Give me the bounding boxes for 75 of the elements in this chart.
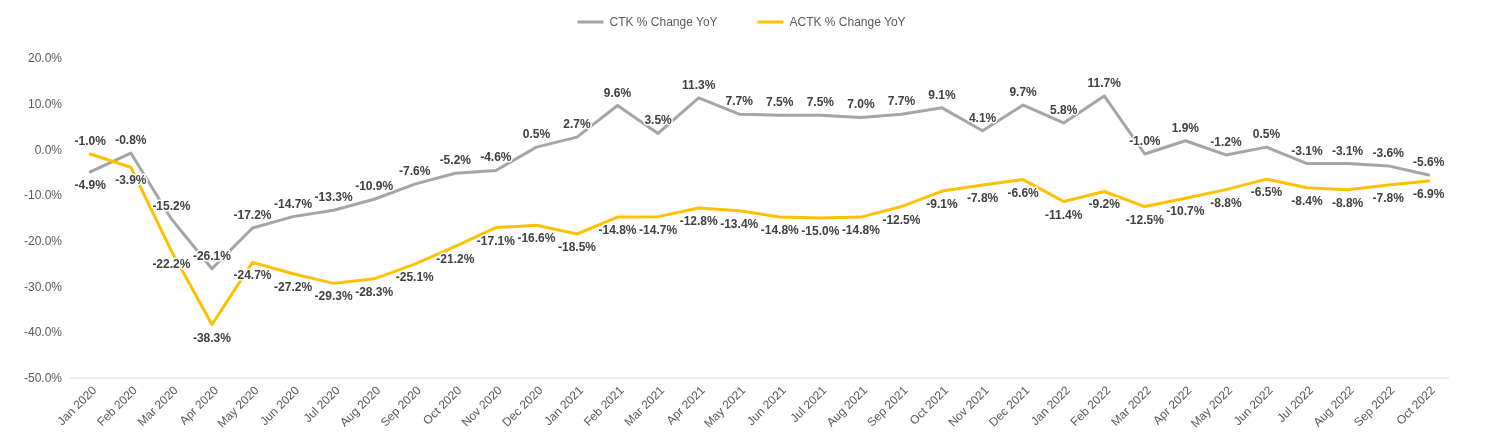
data-label: -3.1%: [1331, 143, 1364, 158]
y-tick-label: -10.0%: [23, 188, 63, 203]
data-label: -17.2%: [233, 208, 272, 223]
data-label: -28.3%: [355, 284, 394, 299]
y-tick-label: 0.0%: [34, 142, 63, 157]
data-label: -3.6%: [1372, 145, 1405, 160]
data-label: -12.5%: [882, 212, 921, 227]
data-label: 11.3%: [681, 77, 716, 92]
data-label: -12.8%: [679, 213, 718, 228]
data-label: -14.7%: [274, 196, 313, 211]
data-label: -13.3%: [314, 190, 353, 205]
data-label: 9.1%: [928, 87, 957, 102]
data-label: -6.5%: [1250, 185, 1283, 200]
data-label: -18.5%: [557, 240, 597, 254]
data-label: -9.2%: [1088, 197, 1121, 212]
data-label: -1.2%: [1210, 134, 1242, 149]
data-label: 4.1%: [968, 110, 997, 125]
data-label: -14.8%: [598, 223, 637, 238]
data-label: -10.7%: [1166, 204, 1205, 219]
data-label: -14.8%: [841, 223, 881, 238]
data-label: -15.0%: [801, 224, 840, 238]
data-label: 11.7%: [1087, 75, 1122, 90]
data-label: 7.5%: [766, 95, 794, 110]
data-label: -1.0%: [74, 134, 107, 148]
data-label: -8.8%: [1210, 195, 1242, 210]
data-label: -12.5%: [1125, 212, 1165, 227]
data-label: 0.5%: [522, 127, 551, 142]
data-label: 7.0%: [847, 97, 875, 112]
data-label: -14.7%: [639, 222, 678, 237]
data-label: -8.4%: [1291, 193, 1324, 208]
data-label: -7.8%: [1372, 191, 1405, 206]
data-label: -13.4%: [720, 216, 759, 231]
data-label: -4.9%: [74, 177, 107, 192]
data-label: 5.8%: [1050, 102, 1078, 117]
data-label: -4.6%: [480, 150, 512, 165]
data-label: -6.9%: [1413, 186, 1445, 201]
legend-label: ACTK % Change YoY: [789, 15, 906, 30]
data-label: -8.8%: [1331, 195, 1364, 210]
data-label: -10.9%: [355, 179, 394, 194]
data-label: -26.1%: [192, 248, 232, 263]
data-label: 7.7%: [887, 94, 916, 109]
data-label: -17.1%: [476, 233, 516, 248]
data-label: 1.9%: [1171, 120, 1200, 135]
data-label: -7.8%: [966, 191, 999, 206]
data-label: 7.5%: [806, 95, 835, 110]
y-tick-label: -40.0%: [23, 325, 63, 340]
data-label: -16.6%: [517, 231, 556, 246]
data-label: -5.2%: [439, 153, 472, 168]
data-label: -0.8%: [115, 133, 147, 148]
y-tick-label: -50.0%: [23, 371, 63, 386]
y-tick-label: 10.0%: [27, 96, 63, 111]
legend-label: CTK % Change YoY: [609, 15, 718, 30]
data-label: -21.2%: [436, 252, 475, 267]
data-label: -5.6%: [1413, 155, 1445, 170]
data-label: 3.5%: [644, 113, 673, 128]
data-label: -27.2%: [274, 279, 313, 294]
data-label: 9.7%: [1009, 85, 1038, 100]
data-label: -15.2%: [152, 198, 191, 213]
data-label: -7.6%: [399, 164, 431, 179]
data-label: -6.6%: [1007, 185, 1040, 200]
data-label: 2.7%: [563, 117, 591, 132]
y-tick-label: -30.0%: [23, 279, 63, 294]
data-label: -29.3%: [314, 289, 353, 304]
data-label: -3.1%: [1291, 143, 1324, 158]
data-label: -1.0%: [1129, 134, 1161, 148]
data-label: 0.5%: [1252, 127, 1281, 142]
data-label: 9.6%: [603, 85, 632, 100]
data-label: -11.4%: [1045, 207, 1083, 222]
data-label: -9.1%: [926, 197, 959, 212]
data-label: -25.1%: [395, 270, 435, 285]
y-tick-label: -20.0%: [23, 234, 63, 249]
data-label: -38.3%: [192, 330, 232, 345]
data-label: 7.7%: [725, 94, 754, 109]
data-label: -14.8%: [760, 223, 800, 238]
y-tick-label: 20.0%: [27, 51, 63, 66]
